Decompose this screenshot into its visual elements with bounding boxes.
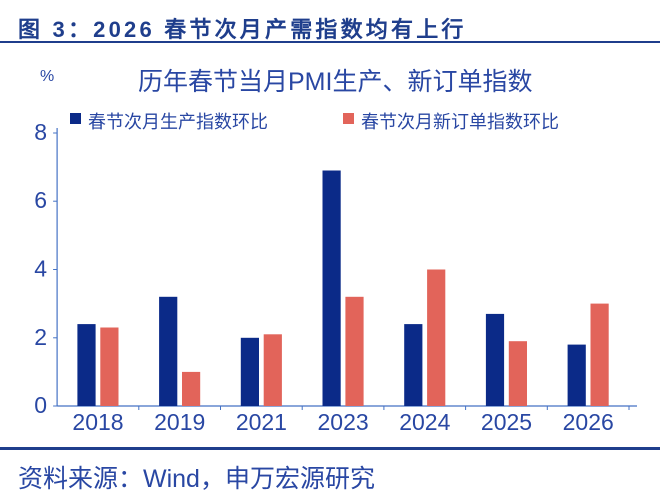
- svg-text:6: 6: [34, 187, 47, 213]
- svg-text:2024: 2024: [399, 409, 450, 435]
- svg-text:2023: 2023: [318, 409, 369, 435]
- svg-text:8: 8: [34, 119, 47, 145]
- svg-text:2025: 2025: [481, 409, 532, 435]
- svg-text:2: 2: [34, 324, 47, 350]
- svg-text:2018: 2018: [72, 409, 123, 435]
- svg-text:4: 4: [34, 256, 47, 282]
- svg-text:2021: 2021: [236, 409, 287, 435]
- svg-text:2026: 2026: [563, 409, 614, 435]
- svg-text:0: 0: [34, 392, 47, 418]
- svg-text:2019: 2019: [154, 409, 205, 435]
